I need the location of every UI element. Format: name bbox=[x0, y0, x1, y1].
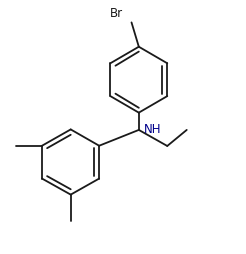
Text: Br: Br bbox=[110, 7, 123, 20]
Text: NH: NH bbox=[144, 123, 161, 136]
